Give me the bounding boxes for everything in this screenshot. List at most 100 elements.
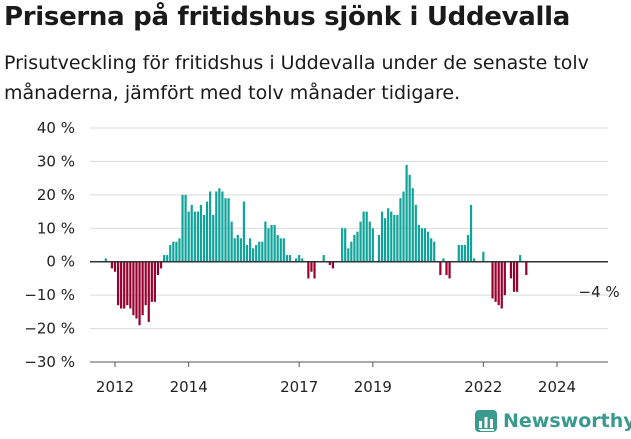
bar <box>417 224 420 262</box>
bar <box>279 238 282 262</box>
bar <box>147 261 150 322</box>
bar <box>267 228 270 262</box>
x-tick-label: 2024 <box>538 378 576 396</box>
bar <box>135 261 138 319</box>
bar <box>248 238 252 262</box>
bar <box>448 261 451 279</box>
bar <box>205 201 209 262</box>
bar <box>172 241 175 262</box>
y-tick-label: 0 % <box>46 253 75 271</box>
bar <box>368 221 371 262</box>
bar <box>380 211 384 262</box>
bar <box>221 191 224 262</box>
bar <box>377 234 381 262</box>
bar <box>239 238 242 262</box>
bar <box>199 204 203 262</box>
bar <box>150 261 153 302</box>
bar <box>169 245 172 262</box>
x-tick-label: 2022 <box>464 378 502 396</box>
bar <box>132 261 135 316</box>
y-tick-label: −30 % <box>24 353 75 371</box>
bar <box>390 211 393 262</box>
bar <box>166 255 169 262</box>
bar <box>230 221 233 262</box>
bar <box>270 224 273 262</box>
bar <box>497 261 500 306</box>
bar <box>212 214 215 262</box>
bar <box>307 261 310 279</box>
bar <box>156 261 160 276</box>
bar <box>362 211 365 262</box>
bar <box>442 258 445 262</box>
bar <box>405 164 408 262</box>
bar <box>242 201 246 262</box>
bar <box>515 261 519 292</box>
bar <box>365 211 368 262</box>
bar <box>423 228 427 262</box>
bar <box>426 231 430 262</box>
bar <box>445 261 448 276</box>
bar <box>193 211 196 262</box>
bar <box>175 241 178 262</box>
bar <box>301 258 304 262</box>
bar <box>276 234 279 262</box>
bar <box>473 258 476 262</box>
bar <box>288 255 292 262</box>
bar <box>233 238 236 262</box>
bar <box>255 245 258 262</box>
annotation-label: −4 % <box>579 283 620 301</box>
bar <box>144 261 147 306</box>
newsworthy-logo-text: Newsworthy <box>503 410 631 432</box>
bar <box>187 211 190 262</box>
bar <box>273 224 276 262</box>
bar <box>104 258 107 262</box>
bar <box>433 241 436 262</box>
y-tick-label: 30 % <box>37 152 75 170</box>
x-tick-label: 2014 <box>170 378 208 396</box>
bar <box>347 248 350 262</box>
bar <box>285 255 288 262</box>
bar <box>430 238 433 262</box>
bar <box>344 228 347 262</box>
y-tick-label: 40 % <box>37 119 75 137</box>
bar <box>350 241 353 262</box>
bar <box>202 214 206 262</box>
bar <box>245 245 249 262</box>
bar <box>439 261 442 276</box>
y-tick-label: −10 % <box>24 286 75 304</box>
newsworthy-logo: Newsworthy <box>475 408 631 434</box>
bar <box>469 204 473 262</box>
bar <box>227 198 230 262</box>
bar <box>178 238 181 262</box>
bar <box>322 255 325 262</box>
bar <box>331 261 335 269</box>
bar <box>512 261 516 292</box>
bar <box>209 191 212 262</box>
bar <box>252 248 255 262</box>
bar <box>384 218 387 262</box>
x-tick-label: 2019 <box>354 378 392 396</box>
bar <box>519 255 522 262</box>
bar <box>387 208 390 262</box>
y-tick-label: 10 % <box>37 219 75 237</box>
x-tick-label: 2017 <box>280 378 318 396</box>
bar <box>129 261 132 309</box>
bar <box>396 214 399 262</box>
bar <box>116 261 120 306</box>
bar <box>236 234 239 262</box>
bar <box>181 194 184 262</box>
y-tick-label: 20 % <box>37 186 75 204</box>
bar <box>196 211 199 262</box>
bar <box>190 204 193 262</box>
bar <box>500 261 503 309</box>
bar <box>328 261 331 266</box>
bar <box>353 234 356 262</box>
bar <box>393 214 396 262</box>
newsworthy-logo-icon <box>475 410 497 432</box>
bar <box>460 245 463 262</box>
bar <box>264 221 267 262</box>
bar <box>110 261 114 269</box>
bar <box>138 261 141 326</box>
bar <box>298 255 301 262</box>
bar <box>411 188 414 262</box>
